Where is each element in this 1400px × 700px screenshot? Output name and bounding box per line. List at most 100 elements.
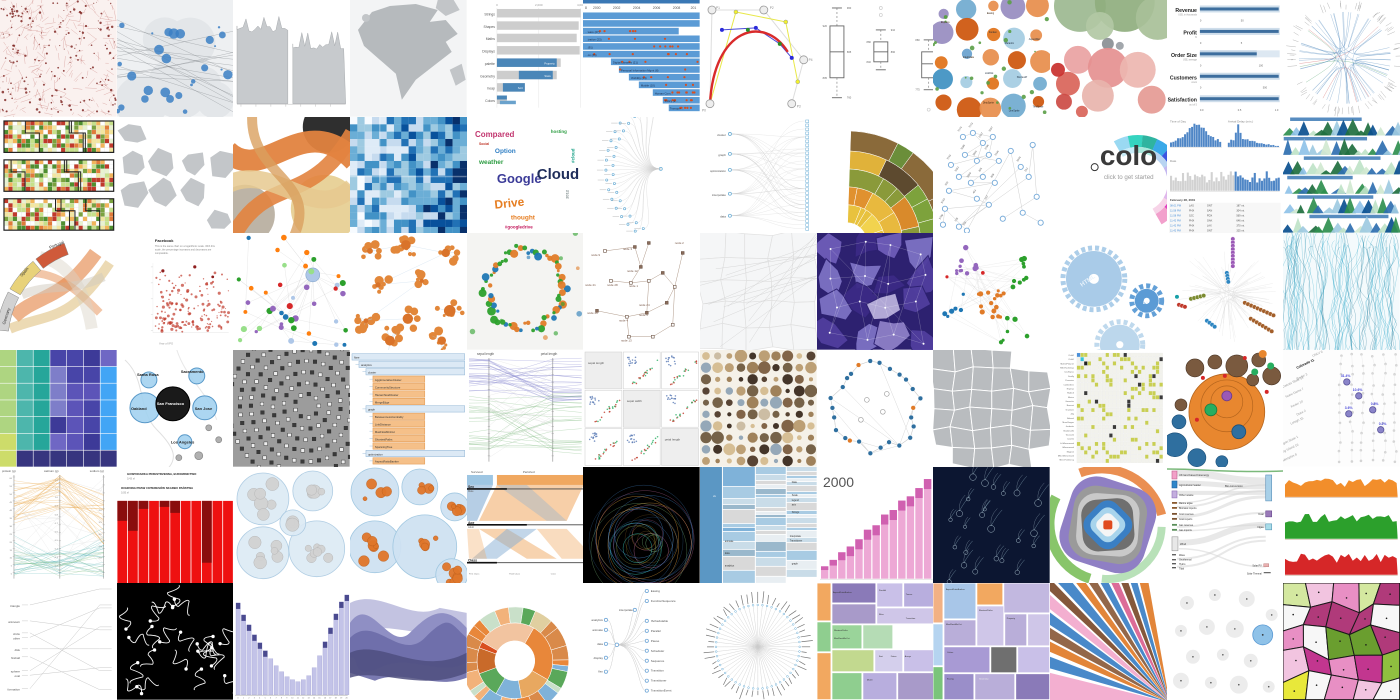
- thumb-pastel-circle-pack[interactable]: [1049, 0, 1167, 117]
- thumb-energy-sankey[interactable]: UK land based bioenergy Agricultural 'was…: [1166, 466, 1284, 584]
- thumb-adjacency-matrix[interactable]: Child2 Child1 MotherPlutarch Mlle.Hucheloup…: [1049, 349, 1167, 467]
- thumb-abstract-arcs[interactable]: [233, 116, 350, 234]
- thumb-text: 880: [915, 38, 920, 42]
- thumb-voronoi-colored[interactable]: [1283, 583, 1400, 700]
- thumb-community-graph[interactable]: [933, 233, 1050, 350]
- thumb-bezier-editor[interactable]: P1 P2 P4 P3 P0: [699, 0, 817, 117]
- thumb-edge-bundling[interactable]: [1283, 0, 1400, 117]
- thumb-text: other: [13, 637, 20, 641]
- thumb-text: 0.5: [55, 540, 59, 542]
- thumb-text: 11:42 PM: [1170, 218, 1181, 222]
- thumb-small-multiple-areas[interactable]: [1283, 466, 1400, 584]
- thumb-circle-pack-gray[interactable]: [233, 466, 350, 584]
- thumb-class-bubble-chart[interactable]: Express Easing Funden Marantix AspectRat Inte…: [933, 0, 1050, 117]
- thumb-flight-bubble-map[interactable]: [116, 0, 234, 117]
- thumb-ring-graph[interactable]: [816, 349, 934, 467]
- thumb-bullet-charts[interactable]: Revenue US$, in thousands 0 50 Profit% 0 5 Orde…: [1166, 0, 1284, 117]
- thumb-ridgeline-pattern[interactable]: [1283, 116, 1400, 234]
- thumb-california-symbol-map[interactable]: Santa Rosa Sacramento Oakland San Francisco…: [116, 349, 234, 467]
- thumb-labeled-node-graph[interactable]: node 9 node 3 node 12 node 21 node 28 node 1 n…: [583, 233, 700, 350]
- thumb-radial-cluster-arc[interactable]: [583, 116, 700, 234]
- thumb-bipartite-bundle[interactable]: cluster graph optimization interpolate data: [699, 116, 817, 234]
- thumb-word-cloud[interactable]: Compared Social Option weather Google Cloud Dr…: [466, 116, 584, 234]
- thumb-text: Wave: [1179, 553, 1186, 556]
- orbit-rings-dark-art: [583, 466, 700, 584]
- thumb-collision-circles[interactable]: [1166, 583, 1284, 700]
- thumb-nutrient-parallel-coords[interactable]: protein (g) calcium (g) sodium (g) 60 55 50 45…: [0, 466, 117, 584]
- thumb-text: PHX: [1189, 218, 1195, 222]
- thumb-orbit-rings-dark[interactable]: [583, 466, 700, 584]
- thumb-purple-histogram[interactable]: 0 1 2 3 4 5 6 7 8 9 10 11 12 13 14 15 16 17 18 19 20: [233, 583, 350, 700]
- thumb-color-grid[interactable]: [0, 349, 117, 467]
- thumb-streamgraph[interactable]: [349, 583, 467, 700]
- thumb-iris-splom[interactable]: sepal length sepal width petal length: [583, 349, 700, 467]
- thumb-text: US$, in thousands: [1178, 14, 1198, 17]
- thumb-text: vis: [713, 495, 717, 498]
- thumb-flare-bar-chart[interactable]: 0 2,000 4,000 Strings Shapes Maths Displays pal…: [466, 0, 584, 117]
- thumb-numbered-node-tree[interactable]: 7274 7273 2327 3657 3685 1816 2796 1346 7264 3652…: [933, 116, 1050, 234]
- thumb-treemap-purple[interactable]: AspectRatioBanker MaxFlowMinCut ShortestPa…: [933, 583, 1050, 700]
- thumb-voronoi-purple[interactable]: [816, 233, 934, 350]
- thumb-gray-area-chart[interactable]: [233, 0, 350, 117]
- thumb-slope-list[interactable]: triangle unknown circle other disk fireball sp…: [0, 583, 117, 700]
- thumb-text: …(91): [585, 45, 593, 49]
- thumb-radial-capsule-network[interactable]: [1166, 233, 1284, 350]
- thumb-flare-tree-list[interactable]: flare analytics cluster AgglomerativeCluste…: [349, 349, 467, 467]
- thumb-ncaa-bracket[interactable]: UNLV 6 Colorado 11 Baylor 3 Dakota State 14…: [1283, 349, 1400, 467]
- thumb-crossfilter-flights[interactable]: Time of Day Arrival Delay (min.) Date Febru…: [1166, 116, 1284, 234]
- thumb-color-picker[interactable]: colo click to get started: [1049, 116, 1167, 234]
- thumb-population-bars[interactable]: 2000: [816, 466, 934, 584]
- thumb-exploded-state-map[interactable]: [116, 116, 234, 234]
- thumb-text: 50: [10, 494, 13, 496]
- pastel-circle-pack-art: [1049, 0, 1167, 117]
- thumb-red-network-mesh[interactable]: [0, 0, 117, 117]
- thumb-text: 2006: [653, 6, 661, 10]
- thumb-sunburst-partition[interactable]: [816, 116, 934, 234]
- thumb-halftone-dots[interactable]: [699, 349, 817, 467]
- thumb-teal-streamlines[interactable]: [1283, 233, 1400, 350]
- thumb-text: Cloud: [536, 165, 578, 182]
- thumb-text: 19: [340, 698, 343, 700]
- thumb-sperm-tracks[interactable]: [116, 583, 234, 700]
- thumb-text: Tidal: [1179, 567, 1185, 570]
- thumb-world-map-gray[interactable]: [349, 0, 467, 117]
- thumb-text: Combeferre: [1063, 383, 1074, 386]
- thumb-map-projection-lines[interactable]: [699, 233, 817, 350]
- thumb-raindrop-particles[interactable]: [933, 466, 1050, 584]
- thumb-force-clusters-orange[interactable]: [349, 233, 467, 350]
- thumb-treemap-multicolor[interactable]: AspectRatioBanker ShortestPaths MaxFlowMin…: [816, 583, 934, 700]
- thumb-district-heatmaps[interactable]: [0, 116, 117, 234]
- thumb-text: formation: [7, 688, 20, 692]
- thumb-us-states-map[interactable]: [933, 349, 1050, 467]
- thumb-gears[interactable]: HTML D3: [1049, 233, 1167, 350]
- thumb-text: 0.9: [55, 505, 59, 507]
- thumb-country-chord[interactable]: Germany Spain Portugal: [0, 233, 117, 350]
- crossfilter-flights-art: Time of Day Arrival Delay (min.) Date Febru…: [1166, 116, 1284, 234]
- thumb-circle-pack-orange[interactable]: [349, 466, 467, 584]
- thumb-sunburst-donut[interactable]: [466, 583, 584, 700]
- thumb-force-graph-multicolor[interactable]: [233, 233, 350, 350]
- thumb-dot-ring[interactable]: [466, 233, 584, 350]
- thumb-radial-dendrogram[interactable]: [699, 583, 817, 700]
- thumb-poland-budget-red[interactable]: GOSPODARKA PRZESTRZENNA, BUDOWNICTWO 0,43…: [116, 466, 234, 584]
- thumb-cluster-dendrogram[interactable]: analytics animate data display flex interpola…: [583, 583, 700, 700]
- thumb-concentric-square-rings[interactable]: [233, 349, 350, 467]
- thumb-topic-timeline[interactable]: 8 2000 2002 2004 2006 2008 201 …ware (27) …izati…: [583, 0, 700, 117]
- thumb-nested-rounded-rings[interactable]: [1049, 466, 1167, 584]
- thumb-log-scatter[interactable]: Facebook This is the same chart on a loga…: [116, 233, 234, 350]
- thumb-text: 865: [847, 50, 852, 54]
- thumb-flare-icicle[interactable]: vis animate data analytics Data Scale legend ax…: [699, 466, 817, 584]
- thumb-text: optimization: [710, 169, 726, 173]
- thumb-county-choropleth[interactable]: [349, 116, 467, 234]
- thumb-text: Child1: [1068, 359, 1074, 361]
- thumb-text: Drive: [493, 194, 525, 211]
- thumb-ribbon-fan[interactable]: [1049, 583, 1167, 700]
- thumb-text: Scheduler: [651, 649, 664, 653]
- thumb-iris-parallel[interactable]: sepal length petal length: [466, 349, 584, 467]
- thumb-parallel-sets[interactable]: Survived Perished Sex Male Age Adult Class Firs…: [466, 466, 584, 584]
- thumb-text: 0: [1200, 63, 1202, 67]
- thumb-text: 5: [11, 565, 13, 567]
- thumb-bubble-clusters[interactable]: [1166, 349, 1284, 467]
- thumb-box-plots[interactable]: 960 920 865 805 760 910 880 860 840 880 775: [816, 0, 934, 117]
- thumb-text: Maths: [485, 37, 495, 41]
